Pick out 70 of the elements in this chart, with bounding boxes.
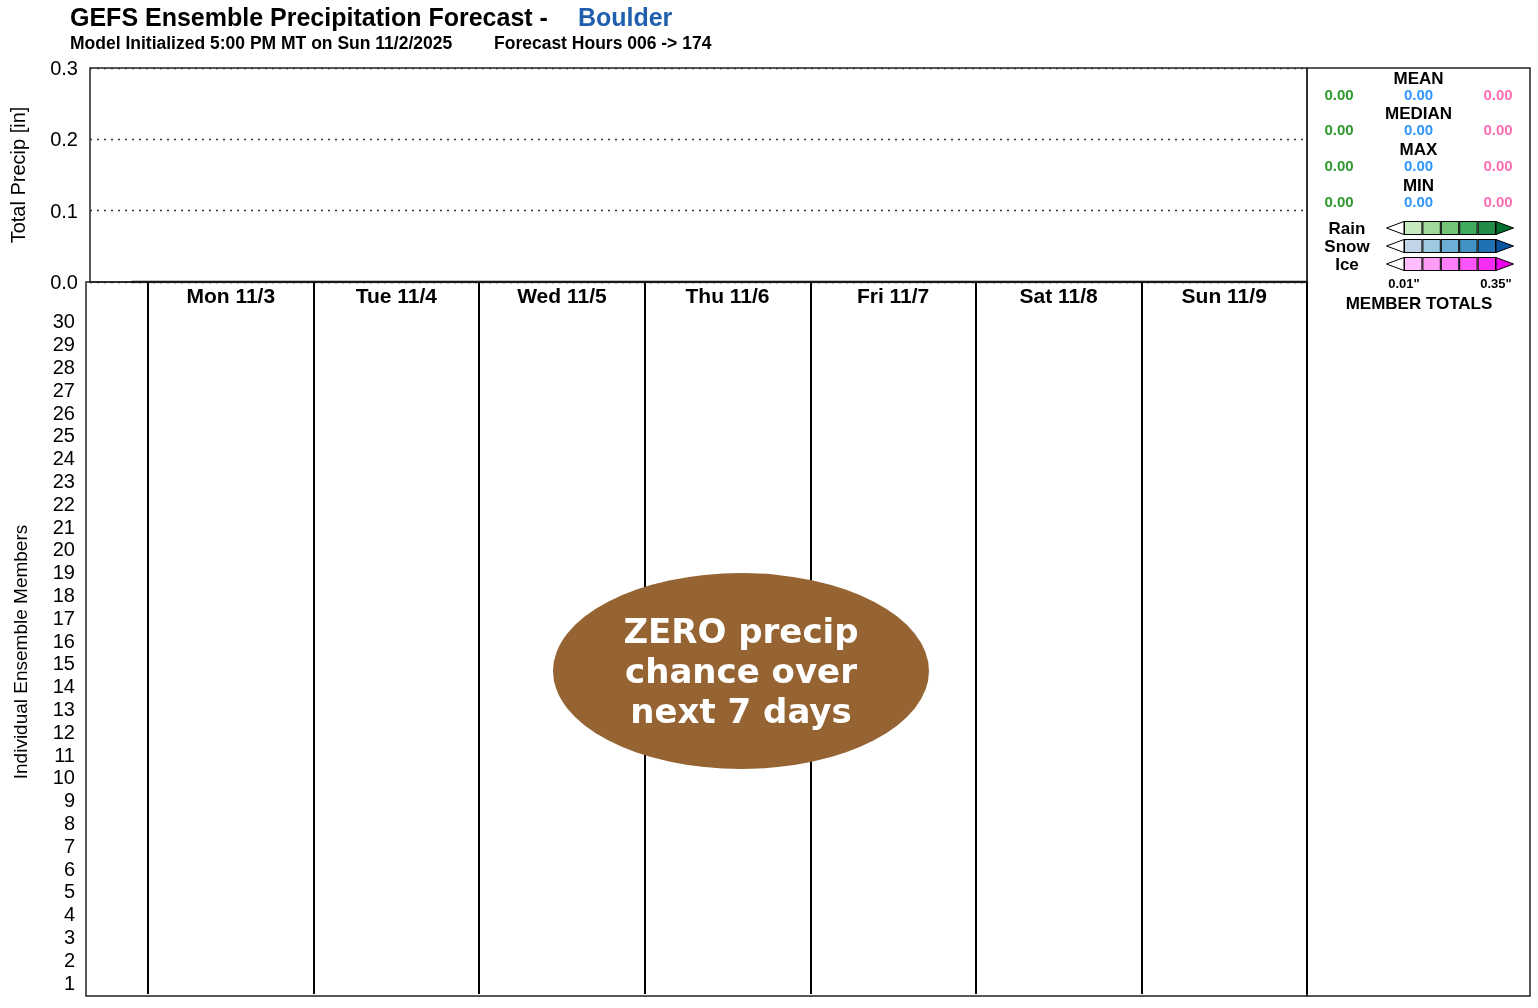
chart-title: GEFS Ensemble Precipitation Forecast - Boulder bbox=[70, 2, 673, 31]
text: 0.00 bbox=[1324, 156, 1354, 174]
y-tick-label: 8 bbox=[63, 812, 75, 834]
y-tick-label: 9 bbox=[63, 789, 75, 812]
y-tick-label: 19 bbox=[52, 561, 75, 584]
y-tick-label: 0.3 bbox=[50, 57, 78, 79]
x-tick-label: Wed 11/5 bbox=[517, 284, 607, 307]
text: 0.00 bbox=[1403, 156, 1434, 174]
text: 0.00 bbox=[1324, 192, 1354, 210]
y-tick-label: 0.0 bbox=[50, 271, 78, 293]
y-axis-title: Individual Ensemble Members bbox=[10, 524, 31, 780]
y-tick-label: 22 bbox=[52, 492, 75, 515]
annotation: ZERO precip chance over next 7 days bbox=[622, 611, 860, 731]
y-tick-label: 1 bbox=[63, 971, 75, 994]
x-tick-label: Thu 11/6 bbox=[685, 284, 770, 307]
text: 0.00 bbox=[1483, 192, 1513, 210]
text: Snow bbox=[1324, 236, 1371, 256]
y-tick-label: 24 bbox=[52, 447, 75, 470]
y-tick-label: 0.1 bbox=[50, 199, 78, 222]
x-tick-label: Sat 11/8 bbox=[1019, 284, 1099, 307]
text: 0.00 bbox=[1324, 85, 1354, 103]
y-tick-label: 15 bbox=[52, 652, 75, 675]
y-tick-label: 26 bbox=[52, 401, 75, 424]
text: 0.00 bbox=[1483, 85, 1513, 103]
color-bar-label: 0.35" bbox=[1480, 275, 1512, 291]
x-tick-label: Mon 11/3 bbox=[186, 284, 276, 307]
text: MIN bbox=[1402, 175, 1435, 195]
y-tick-label: 20 bbox=[52, 538, 75, 561]
y-tick-label: 3 bbox=[63, 926, 75, 948]
y-tick-label: 27 bbox=[52, 378, 75, 401]
text: 0.00 bbox=[1483, 156, 1513, 174]
text: 0.00 bbox=[1483, 121, 1513, 139]
y-tick-label: 25 bbox=[52, 424, 75, 447]
y-tick-label: 17 bbox=[52, 606, 75, 629]
y-tick-label: 11 bbox=[54, 743, 75, 766]
text: Ice bbox=[1335, 254, 1359, 274]
y-tick-label: 7 bbox=[63, 834, 75, 857]
oval-badge: ZERO precip chance over next 7 days bbox=[553, 573, 929, 769]
y-tick-label: 16 bbox=[52, 629, 75, 652]
x-tick-label: Sun 11/9 bbox=[1181, 284, 1267, 307]
y-tick-label: 30 bbox=[52, 310, 75, 333]
y-tick-label: 5 bbox=[63, 880, 75, 903]
y-axis-title: Total Precip [in] bbox=[7, 106, 29, 244]
y-tick-label: 10 bbox=[52, 766, 75, 789]
text: 0.00 bbox=[1403, 85, 1434, 103]
x-tick-label: Fri 11/7 bbox=[856, 284, 930, 307]
text: MAX bbox=[1399, 139, 1439, 159]
y-tick-label: 12 bbox=[52, 720, 75, 743]
text: MEAN bbox=[1393, 68, 1444, 88]
text: Rain bbox=[1328, 218, 1366, 238]
text: Forecast Hours 006 -> 174 bbox=[494, 33, 712, 53]
text: 0.00 bbox=[1403, 121, 1434, 139]
color-bar-label: 0.01" bbox=[1388, 275, 1420, 291]
text: 0.00 bbox=[1403, 192, 1434, 210]
y-tick-label: 13 bbox=[52, 698, 75, 720]
chart-subtitle: Model Initialized 5:00 PM MT on Sun 11/2/2025 bbox=[70, 33, 453, 53]
y-tick-label: 6 bbox=[63, 857, 75, 880]
x-tick-label: Tue 11/4 bbox=[355, 284, 438, 307]
y-tick-label: 0.2 bbox=[50, 128, 78, 151]
y-tick-label: 2 bbox=[63, 948, 75, 971]
y-tick-label: 4 bbox=[63, 903, 75, 926]
y-tick-label: 18 bbox=[52, 584, 75, 606]
text: 0.00 bbox=[1324, 121, 1354, 139]
color-bar-title: MEMBER TOTALS bbox=[1345, 293, 1493, 313]
y-tick-label: 21 bbox=[52, 515, 75, 538]
y-tick-label: 23 bbox=[52, 470, 75, 492]
text: MEDIAN bbox=[1384, 104, 1453, 124]
y-tick-label: 29 bbox=[52, 333, 75, 356]
y-tick-label: 28 bbox=[52, 356, 75, 378]
y-tick-label: 14 bbox=[52, 675, 75, 698]
